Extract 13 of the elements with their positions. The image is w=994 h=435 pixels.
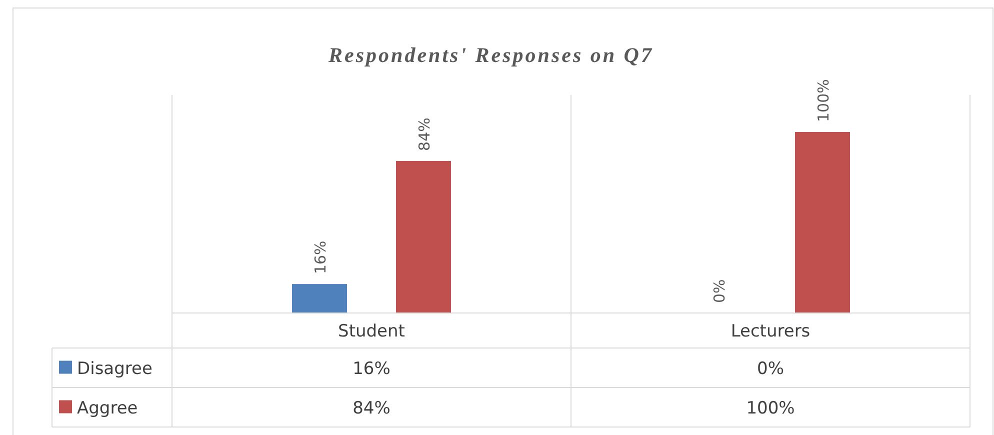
text: 84% [416, 118, 434, 151]
chart-title: Respondents' Responses on Q7 [328, 43, 654, 67]
data-label: 84% [352, 398, 390, 418]
text: 100% [814, 79, 832, 122]
text: 16% [312, 240, 330, 274]
data-label: 0% [757, 358, 784, 379]
data-label: 16% [352, 358, 390, 379]
data-label: 100% [746, 398, 795, 418]
x-tick-label: Lecturers [730, 322, 810, 342]
legend-label: Aggree [77, 398, 138, 418]
text: 0% [710, 279, 728, 303]
legend-label: Disagree [77, 358, 152, 379]
x-tick-label: Student [338, 322, 406, 342]
